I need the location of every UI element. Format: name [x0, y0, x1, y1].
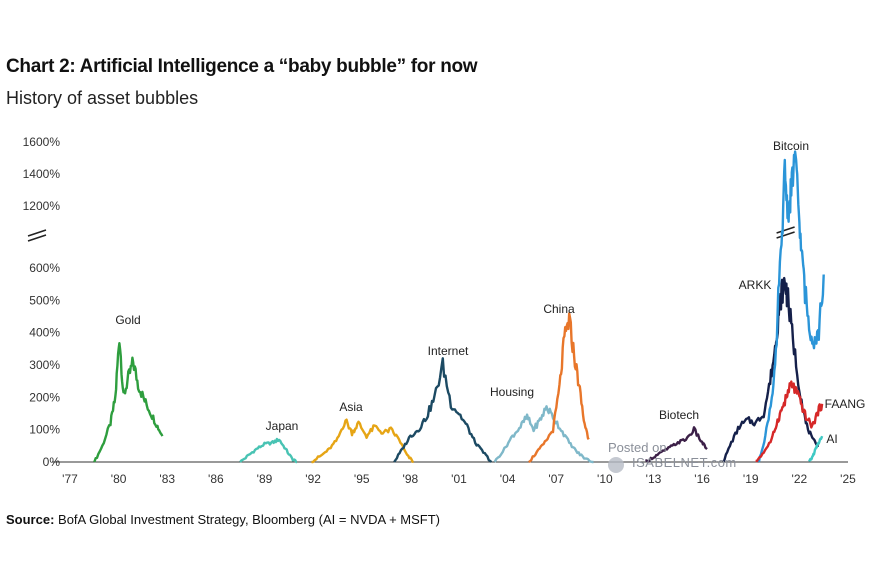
x-tick-label: '25: [840, 472, 856, 486]
y-tick-label: 100%: [29, 423, 60, 437]
y-tick-label: 0%: [43, 455, 61, 469]
series-line-arkk: [722, 276, 819, 463]
series-label-faang: FAANG: [825, 397, 866, 411]
x-tick-label: '01: [451, 472, 467, 486]
series-line-internet: [393, 357, 493, 463]
y-tick-label: 500%: [29, 293, 60, 307]
series-label-gold: Gold: [115, 313, 140, 327]
series-line-china: [528, 312, 590, 464]
y-tick-label: 200%: [29, 390, 60, 404]
watermark-line-1: Posted on: [608, 440, 667, 455]
x-tick-label: '98: [403, 472, 419, 486]
series-label-housing: Housing: [490, 385, 534, 399]
y-tick-label: 300%: [29, 358, 60, 372]
series-line-faang: [755, 380, 824, 463]
x-tick-label: '89: [257, 472, 273, 486]
series-label-internet: Internet: [428, 344, 469, 358]
watermark: Posted on ISABELNET.com: [608, 440, 737, 473]
y-axis-break-mark: [27, 229, 47, 237]
series-label-japan: Japan: [266, 419, 299, 433]
x-tick-label: '07: [548, 472, 564, 486]
y-tick-label: 1400%: [23, 167, 61, 181]
source-label: Source:: [6, 512, 55, 527]
series-line-biotech: [645, 426, 708, 463]
series-line-bitcoin: [757, 150, 825, 463]
series-break-mark: [776, 231, 795, 239]
series-label-arkk: ARKK: [739, 278, 772, 292]
x-tick-label: '92: [305, 472, 321, 486]
x-tick-label: '16: [694, 472, 710, 486]
series-line-gold: [93, 342, 164, 463]
series-line-housing: [493, 405, 594, 464]
series-break-mark: [776, 226, 795, 234]
x-tick-label: '04: [500, 472, 516, 486]
chart-subtitle: History of asset bubbles: [6, 88, 199, 108]
source-note: Source: BofA Global Investment Strategy,…: [6, 512, 440, 527]
y-tick-label: 600%: [29, 261, 60, 275]
series-label-china: China: [543, 302, 575, 316]
x-tick-label: '86: [208, 472, 224, 486]
y-tick-label: 1600%: [23, 135, 61, 149]
series-label-bitcoin: Bitcoin: [773, 139, 809, 153]
x-tick-label: '95: [354, 472, 370, 486]
series-line-japan: [239, 437, 298, 464]
series-line-ai: [808, 435, 824, 462]
y-tick-label: 1200%: [23, 199, 61, 213]
watermark-logo-icon: [608, 457, 624, 473]
x-tick-label: '83: [159, 472, 175, 486]
x-tick-label: '77: [62, 472, 78, 486]
series-label-asia: Asia: [339, 400, 363, 414]
x-tick-label: '19: [743, 472, 759, 486]
series-line-asia: [311, 418, 414, 464]
y-tick-label: 400%: [29, 326, 60, 340]
source-text: BofA Global Investment Strategy, Bloombe…: [58, 512, 441, 527]
series-label-biotech: Biotech: [659, 408, 699, 422]
y-axis-break-mark: [27, 234, 47, 242]
watermark-line-2: ISABELNET.com: [632, 455, 737, 470]
chart-title: Chart 2: Artificial Intelligence a “baby…: [6, 56, 478, 77]
x-tick-label: '13: [646, 472, 662, 486]
x-tick-label: '10: [597, 472, 613, 486]
x-tick-label: '80: [111, 472, 127, 486]
series-label-ai: AI: [826, 432, 837, 446]
x-tick-label: '22: [792, 472, 808, 486]
